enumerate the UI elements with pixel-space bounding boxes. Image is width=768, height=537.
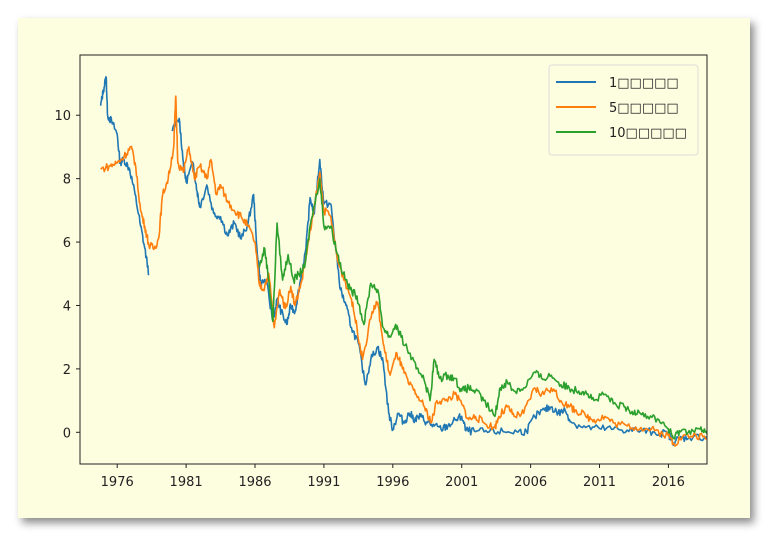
x-tick-label: 2001 xyxy=(445,475,478,490)
y-tick-label: 4 xyxy=(63,299,71,314)
legend: 1□□□□□ 5□□□□□ 10□□□□□ xyxy=(548,64,699,156)
y-tick-label: 10 xyxy=(54,109,71,124)
series-line-1 xyxy=(99,76,708,447)
y-tick-label: 0 xyxy=(63,426,71,441)
y-tick-label: 6 xyxy=(63,236,71,251)
legend-label: 5□□□□□ xyxy=(609,101,679,116)
x-axis: 1976 1981 1986 1991 1996 2001 2006 2011 2016 xyxy=(101,464,685,490)
x-tick-label: 2006 xyxy=(514,475,547,490)
axes-frame xyxy=(79,54,708,465)
y-tick-label: 8 xyxy=(63,173,71,188)
x-tick-label: 1986 xyxy=(238,475,271,490)
y-axis: 0 2 4 6 8 10 xyxy=(54,109,80,441)
legend-label: 10□□□□□ xyxy=(609,126,687,141)
series-lines xyxy=(99,76,708,447)
legend-label: 1□□□□□ xyxy=(609,76,679,91)
x-tick-label: 1991 xyxy=(307,475,340,490)
x-tick-label: 1996 xyxy=(376,475,409,490)
x-tick-label: 1976 xyxy=(101,475,134,490)
x-tick-label: 2011 xyxy=(583,475,616,490)
x-tick-label: 1981 xyxy=(170,475,203,490)
y-tick-label: 2 xyxy=(63,363,71,378)
x-tick-label: 2016 xyxy=(652,475,685,490)
series-line-3 xyxy=(258,177,708,440)
